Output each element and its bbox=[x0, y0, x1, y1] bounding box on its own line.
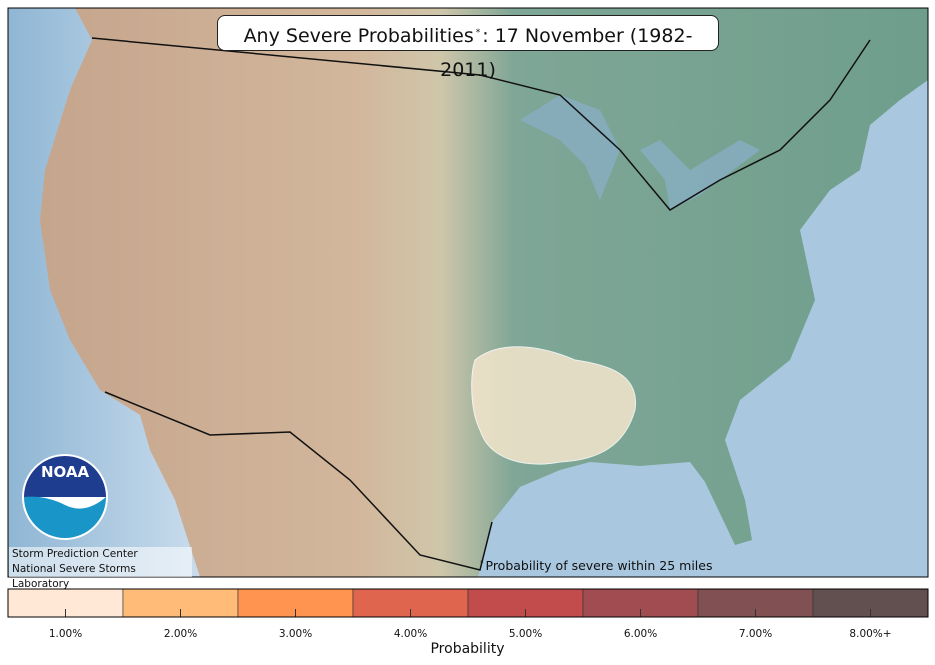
credit-line: Storm Prediction Center bbox=[12, 548, 138, 560]
colorbar-tick-label: 5.00% bbox=[509, 628, 542, 640]
map-title: Any Severe Probabilities *: 17 November (… bbox=[217, 15, 719, 81]
colorbar-tick-label: 3.00% bbox=[279, 628, 312, 640]
colorbar-tick-label: 2.00% bbox=[164, 628, 197, 640]
footnote: * Probability of severe within 25 miles bbox=[478, 558, 712, 573]
title-main: Any Severe Probabilities bbox=[243, 25, 474, 47]
logo-bottom bbox=[24, 496, 106, 538]
map: NOAA 1.00% 2.00% 3.00% 4.00% 5.00% 6.00% 7.00%… bbox=[7, 7, 929, 640]
atlantic-gulf bbox=[478, 80, 928, 577]
colorbar-tick-label: 6.00% bbox=[624, 628, 657, 640]
footnote-text: Probability of severe within 25 miles bbox=[485, 558, 713, 573]
colorbar: 1.00% 2.00% 3.00% 4.00% 5.00% 6.00% 7.00% 8.00%… bbox=[7, 588, 929, 640]
colorbar-tick-label: 4.00% bbox=[394, 628, 427, 640]
credits: Storm Prediction Center National Severe S… bbox=[9, 547, 192, 590]
footnote-mark: * bbox=[480, 559, 484, 567]
map-frame bbox=[7, 7, 929, 578]
colorbar-tick-label: 1.00% bbox=[49, 628, 82, 640]
colorbar-tick-label: 8.00%+ bbox=[849, 628, 891, 640]
pacific-ocean bbox=[8, 8, 200, 577]
great-lakes bbox=[520, 95, 760, 210]
probability-area bbox=[471, 346, 637, 465]
logo-text: NOAA bbox=[41, 463, 90, 481]
title-mark: * bbox=[475, 28, 481, 38]
colorbar-frame bbox=[7, 588, 929, 618]
logo-top bbox=[24, 456, 106, 497]
colorbar-tick-label: 7.00% bbox=[739, 628, 772, 640]
credit-line: National Severe Storms Laboratory bbox=[12, 563, 136, 590]
border bbox=[91, 37, 871, 571]
colorbar-label: Probability bbox=[430, 641, 505, 657]
title-rest: : 17 November (1982-2011) bbox=[440, 25, 693, 81]
